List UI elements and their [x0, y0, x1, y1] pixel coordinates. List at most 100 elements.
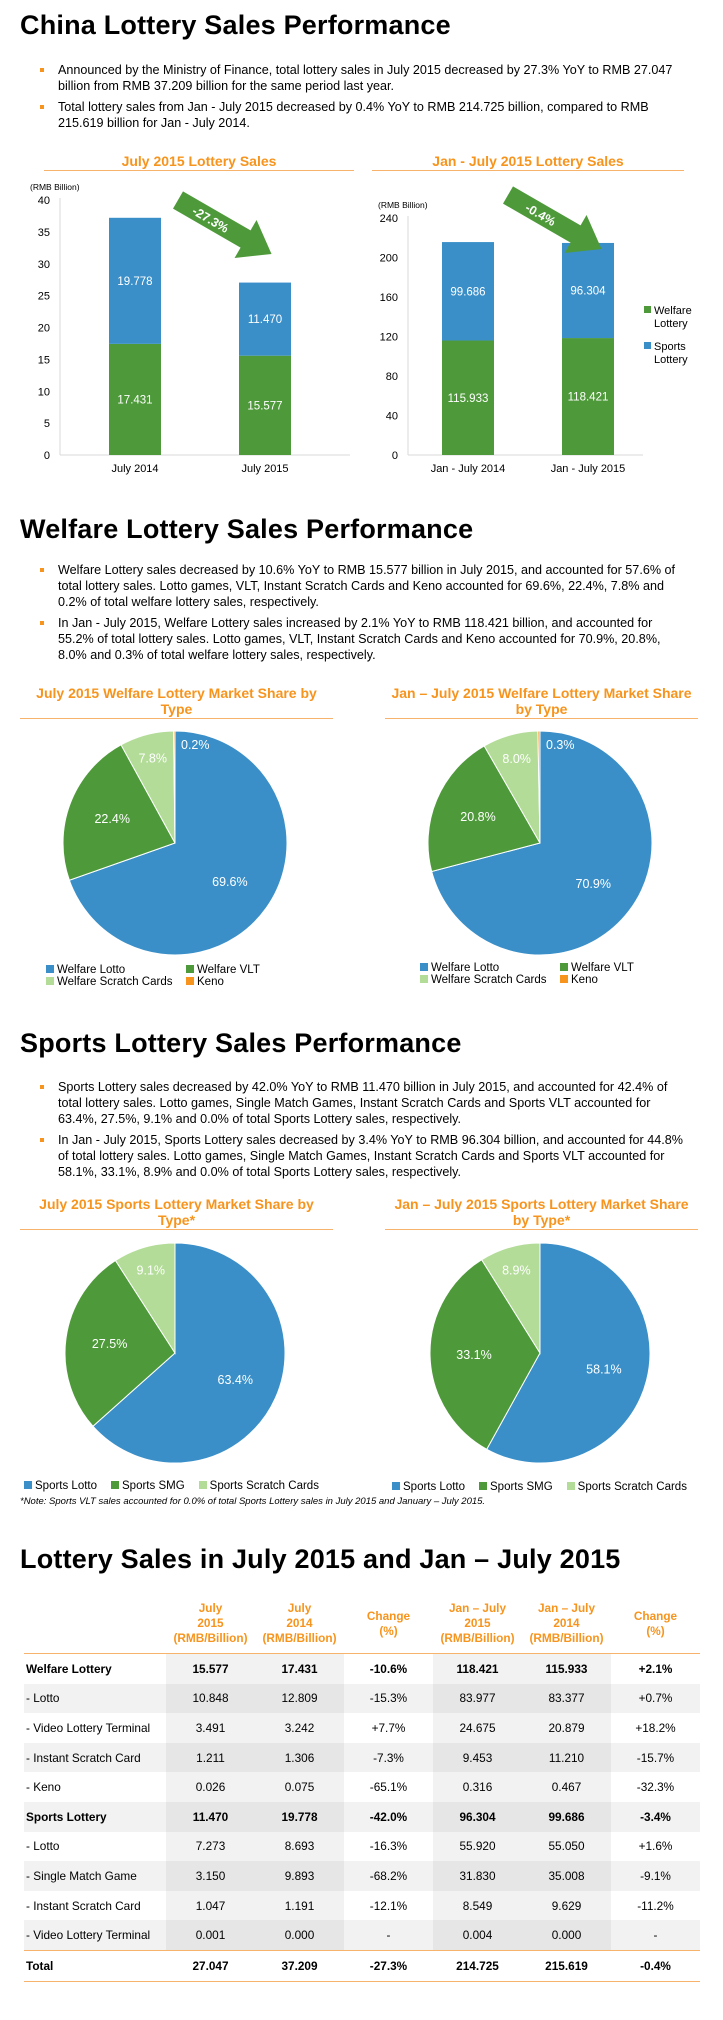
table-row: - Instant Scratch Card 1.211 1.306 -7.3% 9.4… [24, 1742, 700, 1773]
table-cell: 99.686 [522, 1801, 611, 1832]
legend-label: Sports Scratch Cards [577, 1481, 687, 1493]
y-tick-label: 0 [392, 450, 398, 462]
pie-slice [64, 1259, 176, 1427]
x-tick-label: July 2014 [111, 463, 158, 475]
pie-slice [481, 1242, 541, 1355]
row-label: Sports Lottery [24, 1801, 166, 1832]
legend-label: Sports SMG [490, 1481, 553, 1493]
bar-segment [109, 217, 161, 344]
table-row: - Instant Scratch Card 1.047 1.191 -12.1% 8.… [24, 1890, 700, 1921]
row-label: - Instant Scratch Card [24, 1742, 166, 1773]
legend-item: Welfare VLT [560, 962, 634, 974]
table-cell: 11.210 [522, 1742, 611, 1773]
legend-item: Sports Lotto [24, 1480, 97, 1492]
table-row: Total 27.047 37.209 -27.3% 214.725 215.619 -0.… [24, 1949, 700, 1982]
table-cell: -10.6% [369, 1661, 408, 1676]
pie-data-label: 33.1% [456, 1348, 491, 1362]
pie-slice [62, 744, 176, 881]
table-cell: 10.848 [166, 1683, 255, 1714]
pie-slice [427, 745, 541, 873]
y-axis-unit-label: (RMB Billion) [30, 182, 80, 192]
legend-label: Welfare Lotto [431, 962, 500, 974]
legend-label: Welfare Scratch Cards [431, 974, 547, 986]
bar-data-label: 99.686 [450, 286, 485, 298]
chart-title-sports-ytd: Jan – July 2015 Sports Lottery Market Sh… [385, 1196, 698, 1230]
legend-label: Sports SMG [122, 1480, 185, 1492]
table-cell: 11.470 [166, 1801, 255, 1832]
legend-swatch [420, 963, 428, 971]
legend-item: Sports SMG [111, 1480, 185, 1492]
pie-slice [429, 1259, 541, 1450]
table-cell: 9.453 [433, 1742, 522, 1773]
table-cell: 0.026 [166, 1772, 255, 1802]
table-row: - Lotto 10.848 12.809 -15.3% 83.977 83.377 +0.… [24, 1683, 700, 1714]
bar-segment [562, 338, 614, 455]
bar-segment [109, 343, 161, 455]
y-tick-label: 5 [44, 418, 50, 430]
pie-slice [537, 730, 541, 844]
table-cell: -11.2% [637, 1898, 674, 1913]
legend-swatch [644, 342, 651, 349]
pie-data-label: 9.1% [137, 1264, 166, 1278]
legend-swatch [560, 975, 568, 983]
pie-slice [92, 1242, 286, 1464]
y-axis-unit-label: (RMB Billion) [378, 200, 428, 210]
table-cell: 19.778 [255, 1801, 344, 1832]
table-cell: 0.004 [433, 1920, 522, 1951]
table-header-row: July 2015 (RMB/Billion) July 2014 (RMB/Billio… [24, 1596, 700, 1654]
y-tick-label: 200 [380, 253, 398, 265]
table-cell: 20.879 [522, 1713, 611, 1743]
legend-swatch [111, 1481, 120, 1489]
row-label: Welfare Lottery [26, 1661, 112, 1676]
legend-sports-ytd: Sports Lotto Sports SMG Sports Scratch Car… [392, 1481, 722, 1493]
legend-item: Sports SMG [479, 1481, 553, 1493]
row-label: - Video Lottery Terminal [26, 1720, 151, 1735]
table-cell: -32.3% [636, 1780, 675, 1795]
pie-data-label: 63.4% [218, 1373, 253, 1387]
y-tick-label: 40 [386, 411, 398, 423]
y-tick-label: 0 [44, 450, 50, 462]
pie-data-label: 0.2% [181, 738, 210, 752]
legend-item: Welfare Scratch Cards [420, 974, 560, 986]
column-header: Jan – July 2015 (RMB/Billion) [433, 1596, 522, 1654]
y-tick-label: 25 [38, 291, 50, 303]
y-tick-label: 15 [38, 354, 50, 366]
table-row: - Video Lottery Terminal 0.001 0.000-0.004… [24, 1920, 700, 1951]
table-cell: 8.549 [433, 1890, 522, 1921]
pie-chart-sports-july: 63.4% 27.5% 9.1% [64, 1242, 286, 1464]
decline-arrow-icon: -27.3% [173, 191, 272, 259]
legend-swatch [560, 963, 568, 971]
table-cell: -65.1% [369, 1780, 408, 1795]
pie-chart-sports-ytd: 58.1% 33.1% 8.9% [429, 1242, 651, 1464]
x-tick-label: July 2015 [241, 463, 288, 475]
y-tick-label: 160 [380, 292, 398, 304]
bullet-item: In Jan - July 2015, Welfare Lottery sale… [40, 615, 690, 663]
table-cell: 1.306 [255, 1742, 344, 1773]
legend-label: Sports Lotto [403, 1481, 466, 1493]
table-cell: 0.000 [522, 1920, 611, 1951]
arrow-shape [503, 186, 602, 254]
legend-item: Keno [560, 974, 598, 986]
table-cell: -9.1% [611, 1861, 700, 1891]
table-cell: -27.3% [344, 1949, 433, 1982]
table-cell: 3.242 [255, 1713, 344, 1743]
bar-segment [239, 355, 291, 455]
bar-chart-july-sales: (RMB Billion) 0 5 10 15 20 25 30 35 40 17.431 19.77… [30, 182, 350, 475]
chart-title-welfare-ytd: Jan – July 2015 Welfare Lottery Market S… [385, 685, 698, 719]
chart-title-sports-july: July 2015 Sports Lottery Market Share by… [20, 1196, 333, 1230]
y-tick-label: 30 [38, 259, 50, 271]
table-row: - Keno 0.026 0.075 -65.1% 0.316 0.467 -32.3% [24, 1772, 700, 1802]
table-cell: 1.211 [166, 1742, 255, 1773]
bar-data-label: 17.431 [117, 394, 152, 406]
table-cell: 0.316 [433, 1772, 522, 1802]
table-row: Sports Lottery 11.470 19.778 -42.0% 96.304 99… [24, 1801, 700, 1832]
table-row: - Single Match Game 3.150 9.893 -68.2% 31.83… [24, 1861, 700, 1891]
table-cell: 15.577 [166, 1653, 255, 1684]
pie-data-label: 27.5% [92, 1337, 127, 1351]
chart-title-welfare-july: July 2015 Welfare Lottery Market Share b… [20, 685, 333, 719]
pie-slice [486, 1242, 651, 1464]
legend-label: Welfare Scratch Cards [57, 976, 173, 988]
table-cell: 55.920 [433, 1831, 522, 1862]
table-cell: 0.075 [255, 1772, 344, 1802]
table-cell: 115.933 [522, 1653, 611, 1684]
